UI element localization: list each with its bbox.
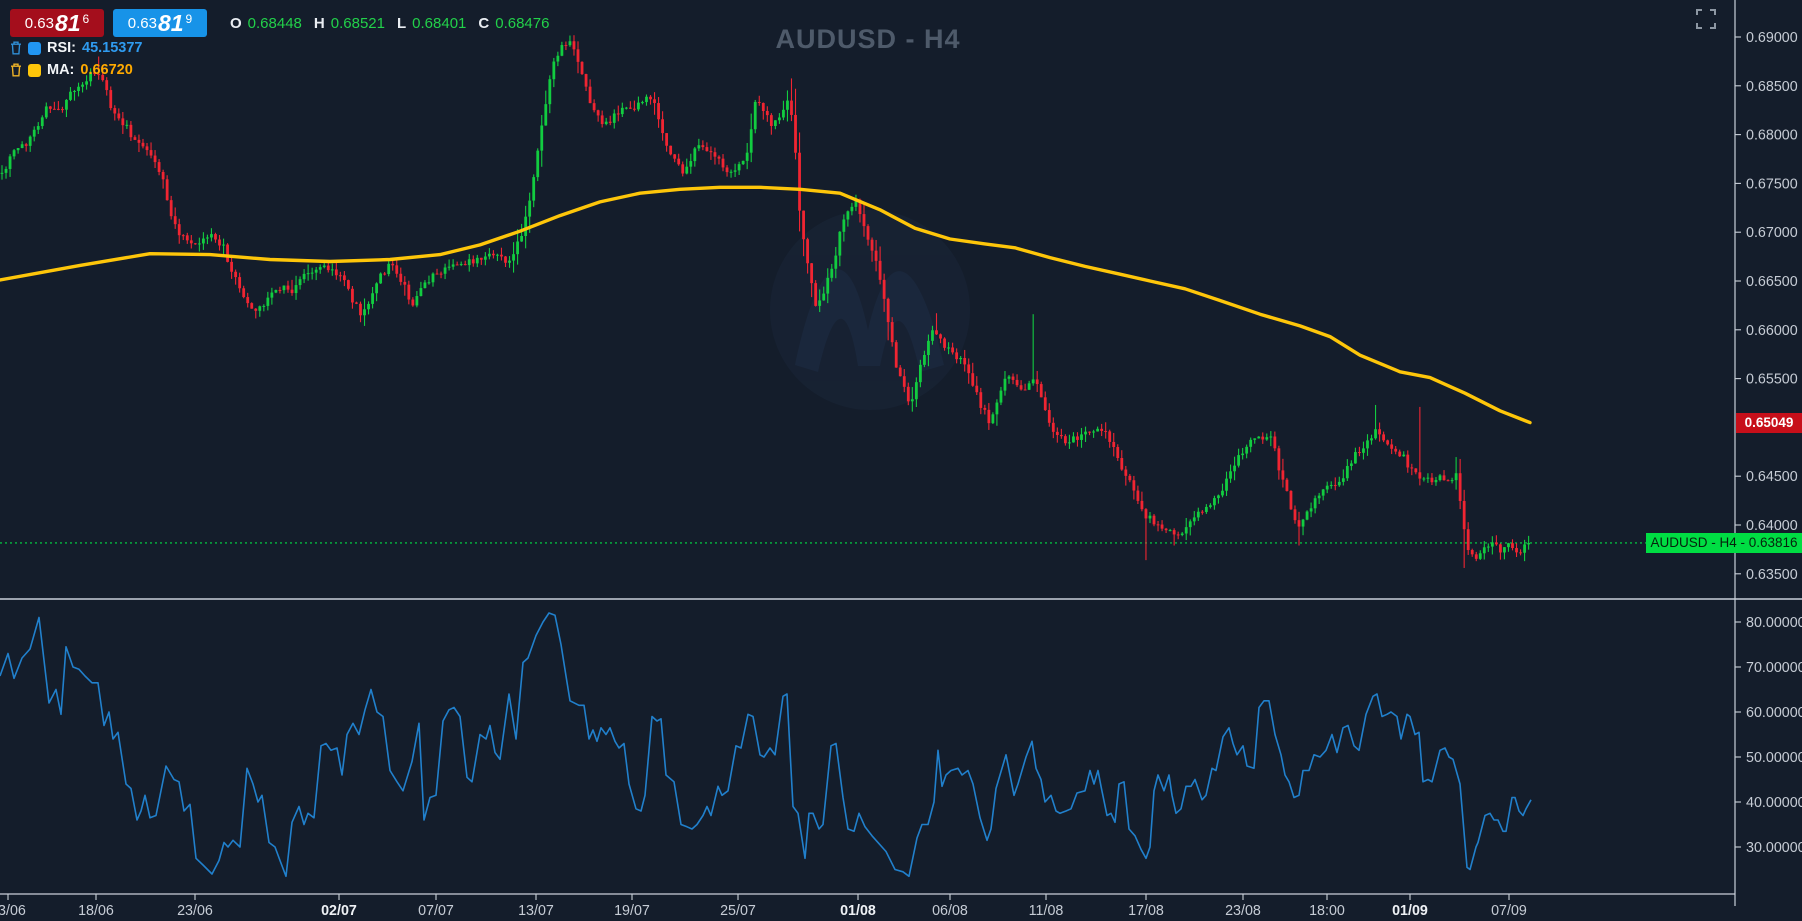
current-price-tag: AUDUSD - H4 - 0.63816 xyxy=(1646,532,1802,553)
ma-label: MA: xyxy=(47,62,75,78)
time-tick-label: 13/06 xyxy=(0,903,26,919)
rsi-label: RSI: xyxy=(47,40,76,56)
rsi-color-chip[interactable] xyxy=(28,41,41,55)
ma-line[interactable] xyxy=(0,185,1532,425)
time-tick-label: 11/08 xyxy=(1029,903,1064,919)
rsi-indicator-legend: RSI: 45.15377 xyxy=(10,40,142,56)
rsi-tick-label: 60.00000 xyxy=(1746,705,1802,721)
low-label: L xyxy=(396,14,407,32)
bid-price-box[interactable]: 0.63 81 6 xyxy=(10,9,104,37)
price-tick-label: 0.69000 xyxy=(1746,30,1798,46)
rsi-value: 45.15377 xyxy=(82,40,143,56)
rsi-tick-label: 30.00000 xyxy=(1746,840,1802,856)
ma-value-tag: 0.65049 xyxy=(1736,412,1802,433)
time-tick-label: 18:00 xyxy=(1309,903,1345,919)
delete-ma-button[interactable] xyxy=(10,63,22,77)
time-tick-label: 17/08 xyxy=(1128,903,1164,919)
time-tick-label: 23/06 xyxy=(177,903,213,919)
time-tick-label: 07/09 xyxy=(1491,903,1527,919)
time-tick-label: 25/07 xyxy=(720,903,756,919)
close-value: 0.68476 xyxy=(495,14,550,32)
time-tick-label: 07/07 xyxy=(418,903,454,919)
high-value: 0.68521 xyxy=(330,14,385,32)
bid-price-pips: 81 xyxy=(54,9,81,36)
time-tick-label: 18/06 xyxy=(78,903,114,919)
price-tick-label: 0.67000 xyxy=(1746,225,1798,241)
rsi-tick-label: 40.00000 xyxy=(1746,795,1802,811)
logo-watermark xyxy=(770,210,970,410)
price-tick-label: 0.67500 xyxy=(1746,176,1798,192)
time-tick-label: 01/08 xyxy=(840,903,876,919)
time-axis-labels: 13/06 18/06 23/06 02/07 07/07 13/07 19/07 25/07… xyxy=(0,894,1527,919)
high-label: H xyxy=(313,14,325,32)
price-tick-label: 0.66500 xyxy=(1746,274,1798,290)
trash-icon xyxy=(11,63,21,77)
price-tick-label: 0.64000 xyxy=(1746,518,1798,534)
ma-indicator-legend: MA: 0.66720 xyxy=(10,62,133,78)
ohlc-readout: O 0.68448 H 0.68521 L 0.68401 C 0.68476 xyxy=(224,15,549,32)
price-tick-label: 0.68500 xyxy=(1746,79,1798,95)
fullscreen-icon[interactable] xyxy=(1695,8,1717,30)
candles-layer xyxy=(0,35,1531,568)
price-tick-label: 0.63500 xyxy=(1746,567,1798,583)
price-tick-label: 0.68000 xyxy=(1746,128,1798,144)
ask-price-pipette: 9 xyxy=(185,12,193,26)
ma-tag-text: 0.65049 xyxy=(1744,415,1794,431)
time-tick-label: 13/07 xyxy=(518,903,554,919)
close-label: C xyxy=(478,14,490,32)
bid-price-prefix: 0.63 xyxy=(24,14,54,32)
ask-price-box[interactable]: 0.63 81 9 xyxy=(113,9,207,37)
ask-price-prefix: 0.63 xyxy=(127,14,157,32)
delete-rsi-button[interactable] xyxy=(10,41,22,55)
open-label: O xyxy=(230,14,242,32)
bid-price-pipette: 6 xyxy=(82,12,90,26)
time-tick-label: 01/09 xyxy=(1392,903,1428,919)
time-tick-label: 23/08 xyxy=(1225,903,1261,919)
rsi-tick-label: 70.00000 xyxy=(1746,660,1802,676)
rsi-line[interactable] xyxy=(0,612,1532,878)
price-tick-label: 0.64500 xyxy=(1746,469,1798,485)
time-tick-label: 02/07 xyxy=(321,903,357,919)
low-value: 0.68401 xyxy=(412,14,467,32)
rsi-tick-label: 50.00000 xyxy=(1746,750,1802,766)
ask-price-pips: 81 xyxy=(157,9,184,36)
ma-value: 0.66720 xyxy=(80,62,133,78)
ma-color-chip[interactable] xyxy=(28,63,41,77)
quote-panel: 0.63 81 6 0.63 81 9 O 0.68448 H 0.68521 L 0.684… xyxy=(10,9,549,37)
value-axis-labels: 0.69000 0.68500 0.68000 0.67500 0.67000 0.665… xyxy=(1735,30,1802,856)
price-tag-text: AUDUSD - H4 - 0.63816 xyxy=(1650,535,1798,551)
price-tick-label: 0.66000 xyxy=(1746,323,1798,339)
rsi-tick-label: 80.00000 xyxy=(1746,615,1802,631)
open-value: 0.68448 xyxy=(247,14,302,32)
price-tick-label: 0.65500 xyxy=(1746,372,1798,388)
trash-icon xyxy=(11,41,21,55)
time-tick-label: 06/08 xyxy=(932,903,968,919)
time-tick-label: 19/07 xyxy=(614,903,650,919)
